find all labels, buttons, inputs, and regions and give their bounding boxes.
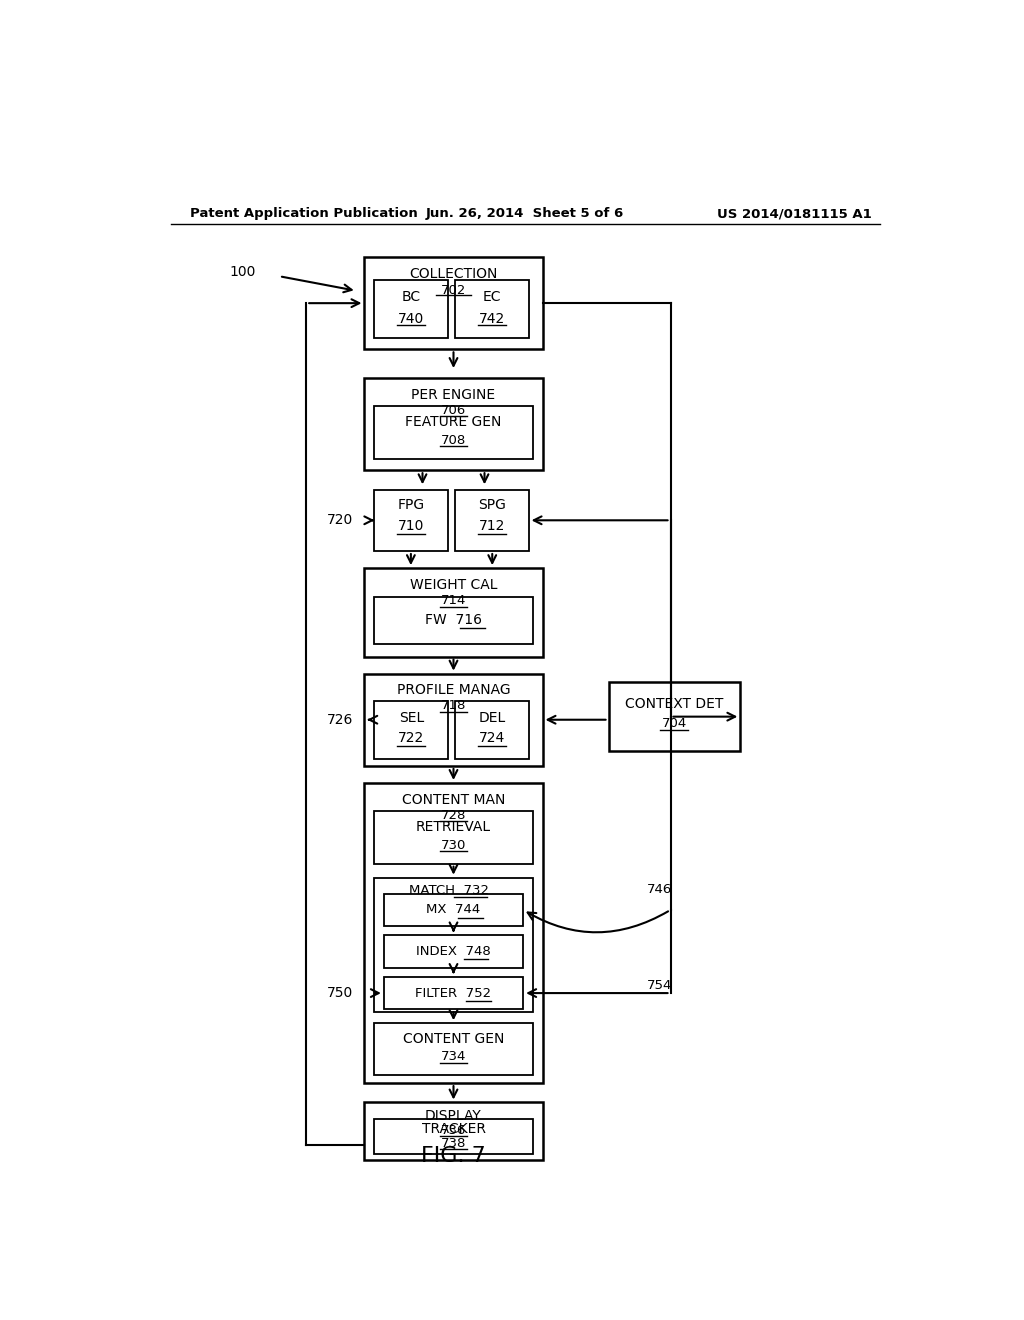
Text: 706: 706 — [441, 404, 466, 417]
Text: 746: 746 — [647, 883, 673, 896]
Text: 718: 718 — [440, 700, 466, 713]
Text: 704: 704 — [662, 717, 687, 730]
Text: 742: 742 — [479, 312, 505, 326]
Bar — [455, 280, 528, 338]
Text: FIG. 7: FIG. 7 — [421, 1146, 485, 1166]
Text: 708: 708 — [441, 434, 466, 446]
Text: RETRIEVAL: RETRIEVAL — [416, 820, 492, 834]
Text: 702: 702 — [440, 284, 466, 297]
Text: 722: 722 — [398, 731, 424, 746]
Text: MX  744: MX 744 — [426, 903, 480, 916]
Bar — [384, 936, 523, 968]
Text: SPG: SPG — [478, 498, 506, 512]
Bar — [455, 701, 528, 759]
Text: CONTENT GEN: CONTENT GEN — [402, 1031, 504, 1045]
Text: 730: 730 — [440, 838, 466, 851]
Text: 100: 100 — [229, 265, 256, 280]
Bar — [375, 701, 449, 759]
Text: 724: 724 — [479, 731, 505, 746]
Text: DEL: DEL — [478, 711, 506, 725]
Text: BC: BC — [401, 290, 421, 304]
Text: 710: 710 — [398, 520, 425, 533]
Text: 726: 726 — [327, 713, 353, 727]
Bar — [375, 1023, 532, 1076]
Text: EC: EC — [482, 290, 501, 304]
Text: 734: 734 — [440, 1051, 466, 1064]
Text: WEIGHT CAL: WEIGHT CAL — [410, 578, 498, 591]
Text: 714: 714 — [440, 594, 466, 607]
Bar — [455, 490, 528, 552]
Bar — [375, 878, 532, 1012]
Bar — [365, 1102, 543, 1160]
Text: 750: 750 — [327, 986, 352, 1001]
Text: TRACKER: TRACKER — [422, 1122, 485, 1137]
Bar — [608, 682, 740, 751]
Text: 720: 720 — [327, 513, 352, 527]
Text: PROFILE MANAG: PROFILE MANAG — [396, 684, 510, 697]
Text: FILTER  752: FILTER 752 — [416, 986, 492, 999]
Text: FPG: FPG — [397, 498, 425, 512]
Text: FW  716: FW 716 — [425, 614, 482, 627]
Text: CONTEXT DET: CONTEXT DET — [626, 697, 724, 710]
Text: 728: 728 — [440, 809, 466, 822]
Text: SEL: SEL — [398, 711, 424, 725]
Bar — [375, 407, 532, 459]
Bar — [375, 597, 532, 644]
Text: INDEX  748: INDEX 748 — [416, 945, 490, 958]
Text: 738: 738 — [440, 1137, 466, 1150]
Bar — [375, 490, 449, 552]
Bar — [375, 812, 532, 863]
Text: FEATURE GEN: FEATURE GEN — [406, 414, 502, 429]
Text: PER ENGINE: PER ENGINE — [412, 388, 496, 401]
Text: 754: 754 — [647, 979, 673, 991]
Text: Patent Application Publication: Patent Application Publication — [190, 207, 418, 220]
Bar — [384, 894, 523, 927]
Text: MATCH  732: MATCH 732 — [410, 884, 489, 898]
Bar — [365, 257, 543, 350]
Bar — [384, 977, 523, 1010]
Text: COLLECTION: COLLECTION — [410, 267, 498, 281]
Text: CONTENT MAN: CONTENT MAN — [401, 793, 505, 807]
Bar — [375, 280, 449, 338]
Bar — [365, 568, 543, 656]
Text: Jun. 26, 2014  Sheet 5 of 6: Jun. 26, 2014 Sheet 5 of 6 — [426, 207, 624, 220]
Text: US 2014/0181115 A1: US 2014/0181115 A1 — [717, 207, 872, 220]
Text: DISPLAY: DISPLAY — [425, 1109, 482, 1123]
Bar — [365, 783, 543, 1084]
Bar — [365, 673, 543, 766]
Bar — [375, 1118, 532, 1154]
Text: 740: 740 — [398, 312, 424, 326]
Text: 736: 736 — [440, 1123, 466, 1137]
Bar — [365, 378, 543, 470]
Text: 712: 712 — [478, 520, 505, 533]
